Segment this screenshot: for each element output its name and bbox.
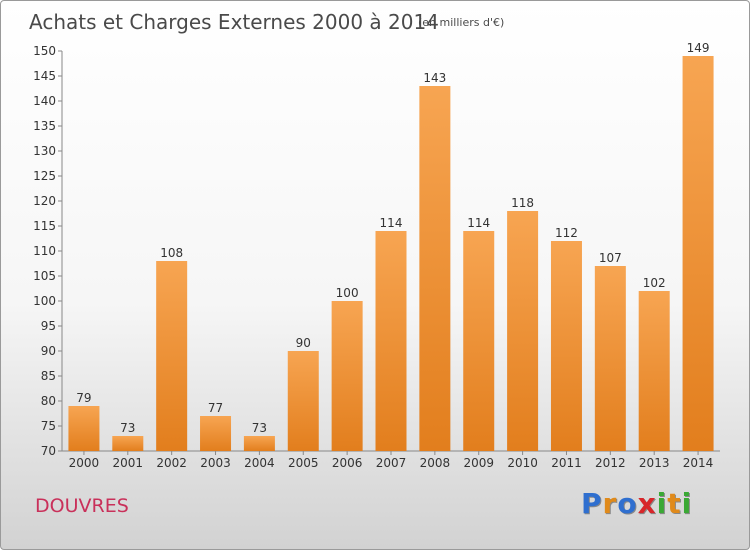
bar [463, 231, 495, 451]
y-tick-label: 105 [33, 269, 56, 283]
x-tick-label: 2013 [639, 456, 670, 470]
bar [375, 231, 407, 451]
y-tick-label: 135 [33, 119, 56, 133]
logo-letter: i [656, 487, 668, 520]
bar-value-label: 102 [643, 276, 666, 290]
y-tick-label: 70 [41, 444, 56, 458]
x-tick-label: 2005 [288, 456, 319, 470]
bar [287, 351, 319, 451]
chart-bars [68, 56, 714, 451]
bar-value-label: 107 [599, 251, 622, 265]
bar [638, 291, 670, 451]
x-tick-label: 2007 [376, 456, 407, 470]
x-tick-label: 2010 [507, 456, 538, 470]
bar-value-label: 73 [252, 421, 267, 435]
x-tick-label: 2008 [420, 456, 451, 470]
y-tick-label: 100 [33, 294, 56, 308]
x-tick-label: 2014 [683, 456, 714, 470]
y-tick-label: 90 [41, 344, 56, 358]
x-tick-label: 2001 [113, 456, 144, 470]
y-tick-label: 75 [41, 419, 56, 433]
bar [419, 86, 451, 451]
logo-letter: t [667, 487, 682, 520]
bar-value-label: 118 [511, 196, 534, 210]
y-tick-label: 140 [33, 94, 56, 108]
bar [594, 266, 626, 451]
bar [68, 406, 100, 451]
y-tick-label: 80 [41, 394, 56, 408]
chart-axes: 70 75 80 85 90 95 100 105 110 115 120 125 130 135 140 1… [33, 44, 720, 470]
bar [200, 416, 232, 451]
logo-letter: x [637, 487, 657, 520]
bar [550, 241, 582, 451]
x-tick-label: 2006 [332, 456, 363, 470]
bar [156, 261, 188, 451]
bar-value-label: 90 [296, 336, 311, 350]
bar [112, 436, 144, 451]
x-tick-label: 2000 [69, 456, 100, 470]
x-tick-label: 2009 [463, 456, 494, 470]
x-tick-label: 2003 [200, 456, 231, 470]
bar-value-label: 108 [160, 246, 183, 260]
x-tick-label: 2002 [156, 456, 187, 470]
x-tick-label: 2011 [551, 456, 582, 470]
logo-letter: o [617, 487, 638, 520]
bar-value-label: 114 [380, 216, 403, 230]
y-tick-label: 150 [33, 44, 56, 58]
bar [507, 211, 539, 451]
bar-value-label: 100 [336, 286, 359, 300]
y-tick-label: 110 [33, 244, 56, 258]
bar-value-label: 79 [76, 391, 91, 405]
y-tick-label: 125 [33, 169, 56, 183]
bar [682, 56, 714, 451]
commune-name: DOUVRES [35, 495, 129, 517]
bar-value-label: 143 [423, 71, 446, 85]
chart-title: Achats et Charges Externes 2000 à 2014 [29, 10, 439, 34]
bar-value-label: 73 [120, 421, 135, 435]
bar-value-label: 149 [687, 41, 710, 55]
chart-value-labels: 79 73 108 77 73 90 100 114 143 114 118 112 107 102 149 [76, 41, 709, 435]
logo-letter: r [602, 487, 618, 520]
y-tick-label: 120 [33, 194, 56, 208]
proxiti-logo: Proxiti [581, 487, 692, 520]
bar-value-label: 114 [467, 216, 490, 230]
logo-letter: i [681, 487, 693, 520]
bar-value-label: 77 [208, 401, 223, 415]
bar [331, 301, 363, 451]
y-tick-label: 130 [33, 144, 56, 158]
y-tick-label: 95 [41, 319, 56, 333]
y-tick-label: 115 [33, 219, 56, 233]
bar [243, 436, 275, 451]
y-tick-label: 145 [33, 69, 56, 83]
y-tick-label: 85 [41, 369, 56, 383]
bar-value-label: 112 [555, 226, 578, 240]
chart-subtitle: (en milliers d'€) [418, 16, 504, 29]
logo-letter: P [581, 487, 603, 520]
x-tick-label: 2004 [244, 456, 275, 470]
x-tick-label: 2012 [595, 456, 626, 470]
